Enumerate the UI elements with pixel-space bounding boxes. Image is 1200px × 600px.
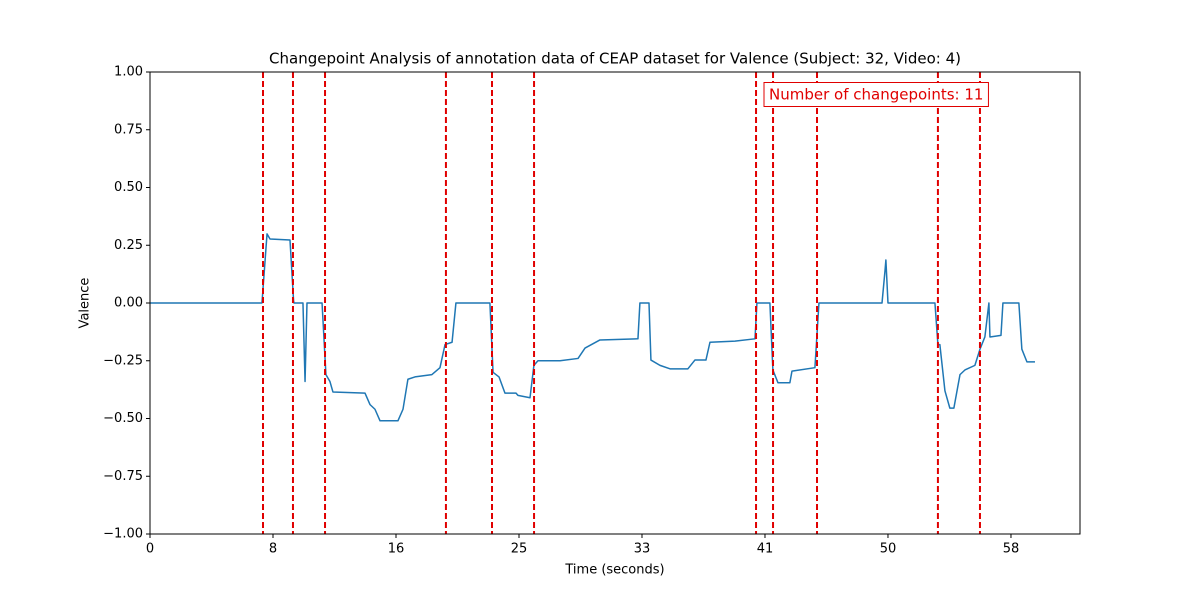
x-axis-label: Time (seconds) bbox=[564, 563, 664, 578]
y-tick-label: 1.00 bbox=[114, 65, 143, 80]
y-axis-label: Valence bbox=[78, 278, 93, 329]
x-tick-label: 8 bbox=[269, 542, 277, 557]
x-tick-label: 0 bbox=[146, 542, 154, 557]
x-tick-label: 50 bbox=[880, 542, 897, 557]
x-tick-label: 25 bbox=[511, 542, 528, 557]
y-tick-label: −0.50 bbox=[103, 411, 143, 426]
data-line bbox=[150, 233, 1035, 422]
x-tick-label: 16 bbox=[388, 542, 405, 557]
x-tick-label: 58 bbox=[1003, 542, 1020, 557]
x-tick-label: 33 bbox=[634, 542, 651, 557]
y-tick-label: 0.00 bbox=[114, 296, 143, 311]
chart-title: Changepoint Analysis of annotation data … bbox=[269, 50, 961, 68]
y-tick-label: 0.25 bbox=[114, 238, 143, 253]
y-tick-label: −1.00 bbox=[103, 527, 143, 542]
y-tick-label: 0.75 bbox=[114, 122, 143, 137]
annotation: Number of changepoints: 11 bbox=[769, 86, 983, 104]
x-tick-label: 41 bbox=[757, 542, 774, 557]
annotation-box bbox=[763, 82, 989, 107]
y-tick-label: −0.75 bbox=[103, 469, 143, 484]
plot-frame bbox=[149, 71, 1081, 535]
y-tick-label: −0.25 bbox=[103, 353, 143, 368]
y-tick-label: 0.50 bbox=[114, 180, 143, 195]
